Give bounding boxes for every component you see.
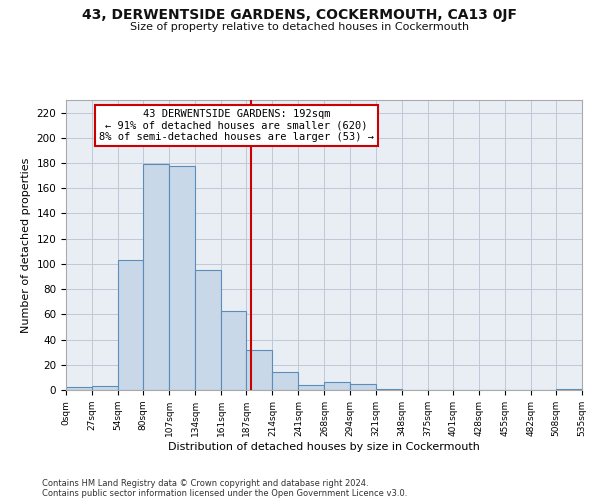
Text: 43 DERWENTSIDE GARDENS: 192sqm
← 91% of detached houses are smaller (620)
8% of : 43 DERWENTSIDE GARDENS: 192sqm ← 91% of … xyxy=(99,108,374,142)
Text: Size of property relative to detached houses in Cockermouth: Size of property relative to detached ho… xyxy=(130,22,470,32)
Bar xyxy=(169,166,195,390)
Bar xyxy=(118,260,143,390)
X-axis label: Distribution of detached houses by size in Cockermouth: Distribution of detached houses by size … xyxy=(168,442,480,452)
Bar xyxy=(272,372,298,390)
Bar xyxy=(92,386,118,390)
Bar xyxy=(221,310,247,390)
Bar xyxy=(143,164,169,390)
Bar xyxy=(298,385,325,390)
Bar xyxy=(350,384,376,390)
Bar xyxy=(247,350,272,390)
Bar xyxy=(195,270,221,390)
Bar xyxy=(376,388,401,390)
Y-axis label: Number of detached properties: Number of detached properties xyxy=(21,158,31,332)
Text: Contains HM Land Registry data © Crown copyright and database right 2024.: Contains HM Land Registry data © Crown c… xyxy=(42,478,368,488)
Text: 43, DERWENTSIDE GARDENS, COCKERMOUTH, CA13 0JF: 43, DERWENTSIDE GARDENS, COCKERMOUTH, CA… xyxy=(83,8,517,22)
Text: Contains public sector information licensed under the Open Government Licence v3: Contains public sector information licen… xyxy=(42,488,407,498)
Bar xyxy=(66,388,92,390)
Bar xyxy=(325,382,350,390)
Bar xyxy=(556,388,582,390)
